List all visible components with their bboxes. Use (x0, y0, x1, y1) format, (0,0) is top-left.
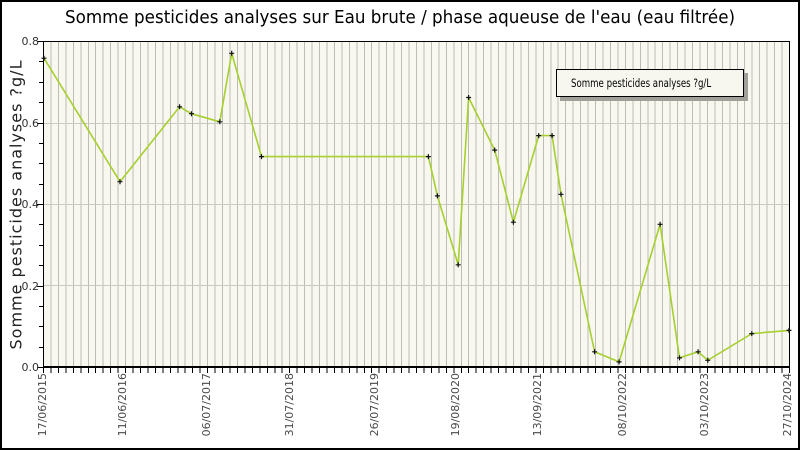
y-minor-tick (39, 183, 43, 185)
chart-title: Somme pesticides analyses sur Eau brute … (64, 7, 736, 28)
legend: Somme pesticides analyses ?g/L (556, 69, 744, 97)
horizontal-gridline (44, 122, 789, 124)
y-major-tick (37, 367, 43, 368)
y-tick-label: 0.0 (21, 361, 40, 374)
legend-label: Somme pesticides analyses ?g/L (571, 76, 712, 90)
x-tick-label: 31/07/2018 (283, 373, 297, 437)
x-tick-label: 11/06/2016 (115, 373, 129, 437)
x-tick-label: 26/07/2019 (367, 373, 381, 437)
y-minor-tick (39, 81, 43, 83)
y-minor-tick (39, 61, 43, 63)
y-minor-tick (39, 224, 43, 226)
y-minor-tick (39, 244, 43, 246)
y-minor-tick (39, 305, 43, 307)
x-tick-label: 27/10/2024 (781, 373, 794, 437)
x-tick-label: 06/07/2017 (199, 373, 213, 437)
y-tick-label: 0.2 (21, 279, 40, 293)
y-minor-tick (39, 346, 43, 348)
y-minor-tick (39, 142, 43, 144)
y-major-tick (37, 285, 43, 287)
x-tick-label: 17/06/2015 (36, 373, 49, 437)
x-tick-label: 13/09/2021 (530, 373, 544, 437)
x-axis-tick-marks (43, 368, 790, 373)
data-line-svg (41, 50, 792, 365)
x-tick-label: 19/08/2020 (448, 373, 462, 437)
y-minor-tick (39, 163, 43, 165)
y-major-tick (37, 122, 43, 124)
x-tick-label: 03/10/2023 (698, 373, 712, 437)
y-tick-label: 0.6 (21, 116, 40, 130)
y-minor-tick (39, 102, 43, 104)
horizontal-gridline (44, 203, 789, 205)
x-tick-label: 08/10/2022 (616, 373, 630, 437)
y-major-tick (37, 204, 43, 205)
y-tick-label: 0.4 (21, 198, 40, 211)
series-line (43, 53, 790, 363)
series-plus-markers (41, 50, 792, 365)
y-major-tick (37, 41, 43, 42)
y-tick-label: 0.8 (21, 35, 40, 48)
y-minor-tick (39, 326, 43, 328)
horizontal-gridline (44, 284, 789, 286)
y-minor-tick (39, 265, 43, 267)
